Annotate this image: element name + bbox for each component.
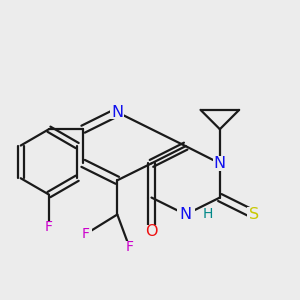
FancyBboxPatch shape xyxy=(110,105,124,119)
Text: N: N xyxy=(111,105,123,120)
FancyBboxPatch shape xyxy=(213,156,227,170)
Text: F: F xyxy=(82,227,90,241)
Text: N: N xyxy=(180,207,192,222)
Text: H: H xyxy=(203,208,213,221)
FancyBboxPatch shape xyxy=(144,225,159,239)
Text: N: N xyxy=(214,156,226,171)
Text: F: F xyxy=(125,240,133,254)
Text: O: O xyxy=(145,224,158,239)
FancyBboxPatch shape xyxy=(247,207,261,222)
FancyBboxPatch shape xyxy=(124,241,135,253)
Text: F: F xyxy=(45,220,53,234)
Text: S: S xyxy=(249,207,259,222)
FancyBboxPatch shape xyxy=(177,207,195,222)
FancyBboxPatch shape xyxy=(43,221,55,233)
FancyBboxPatch shape xyxy=(80,228,92,240)
